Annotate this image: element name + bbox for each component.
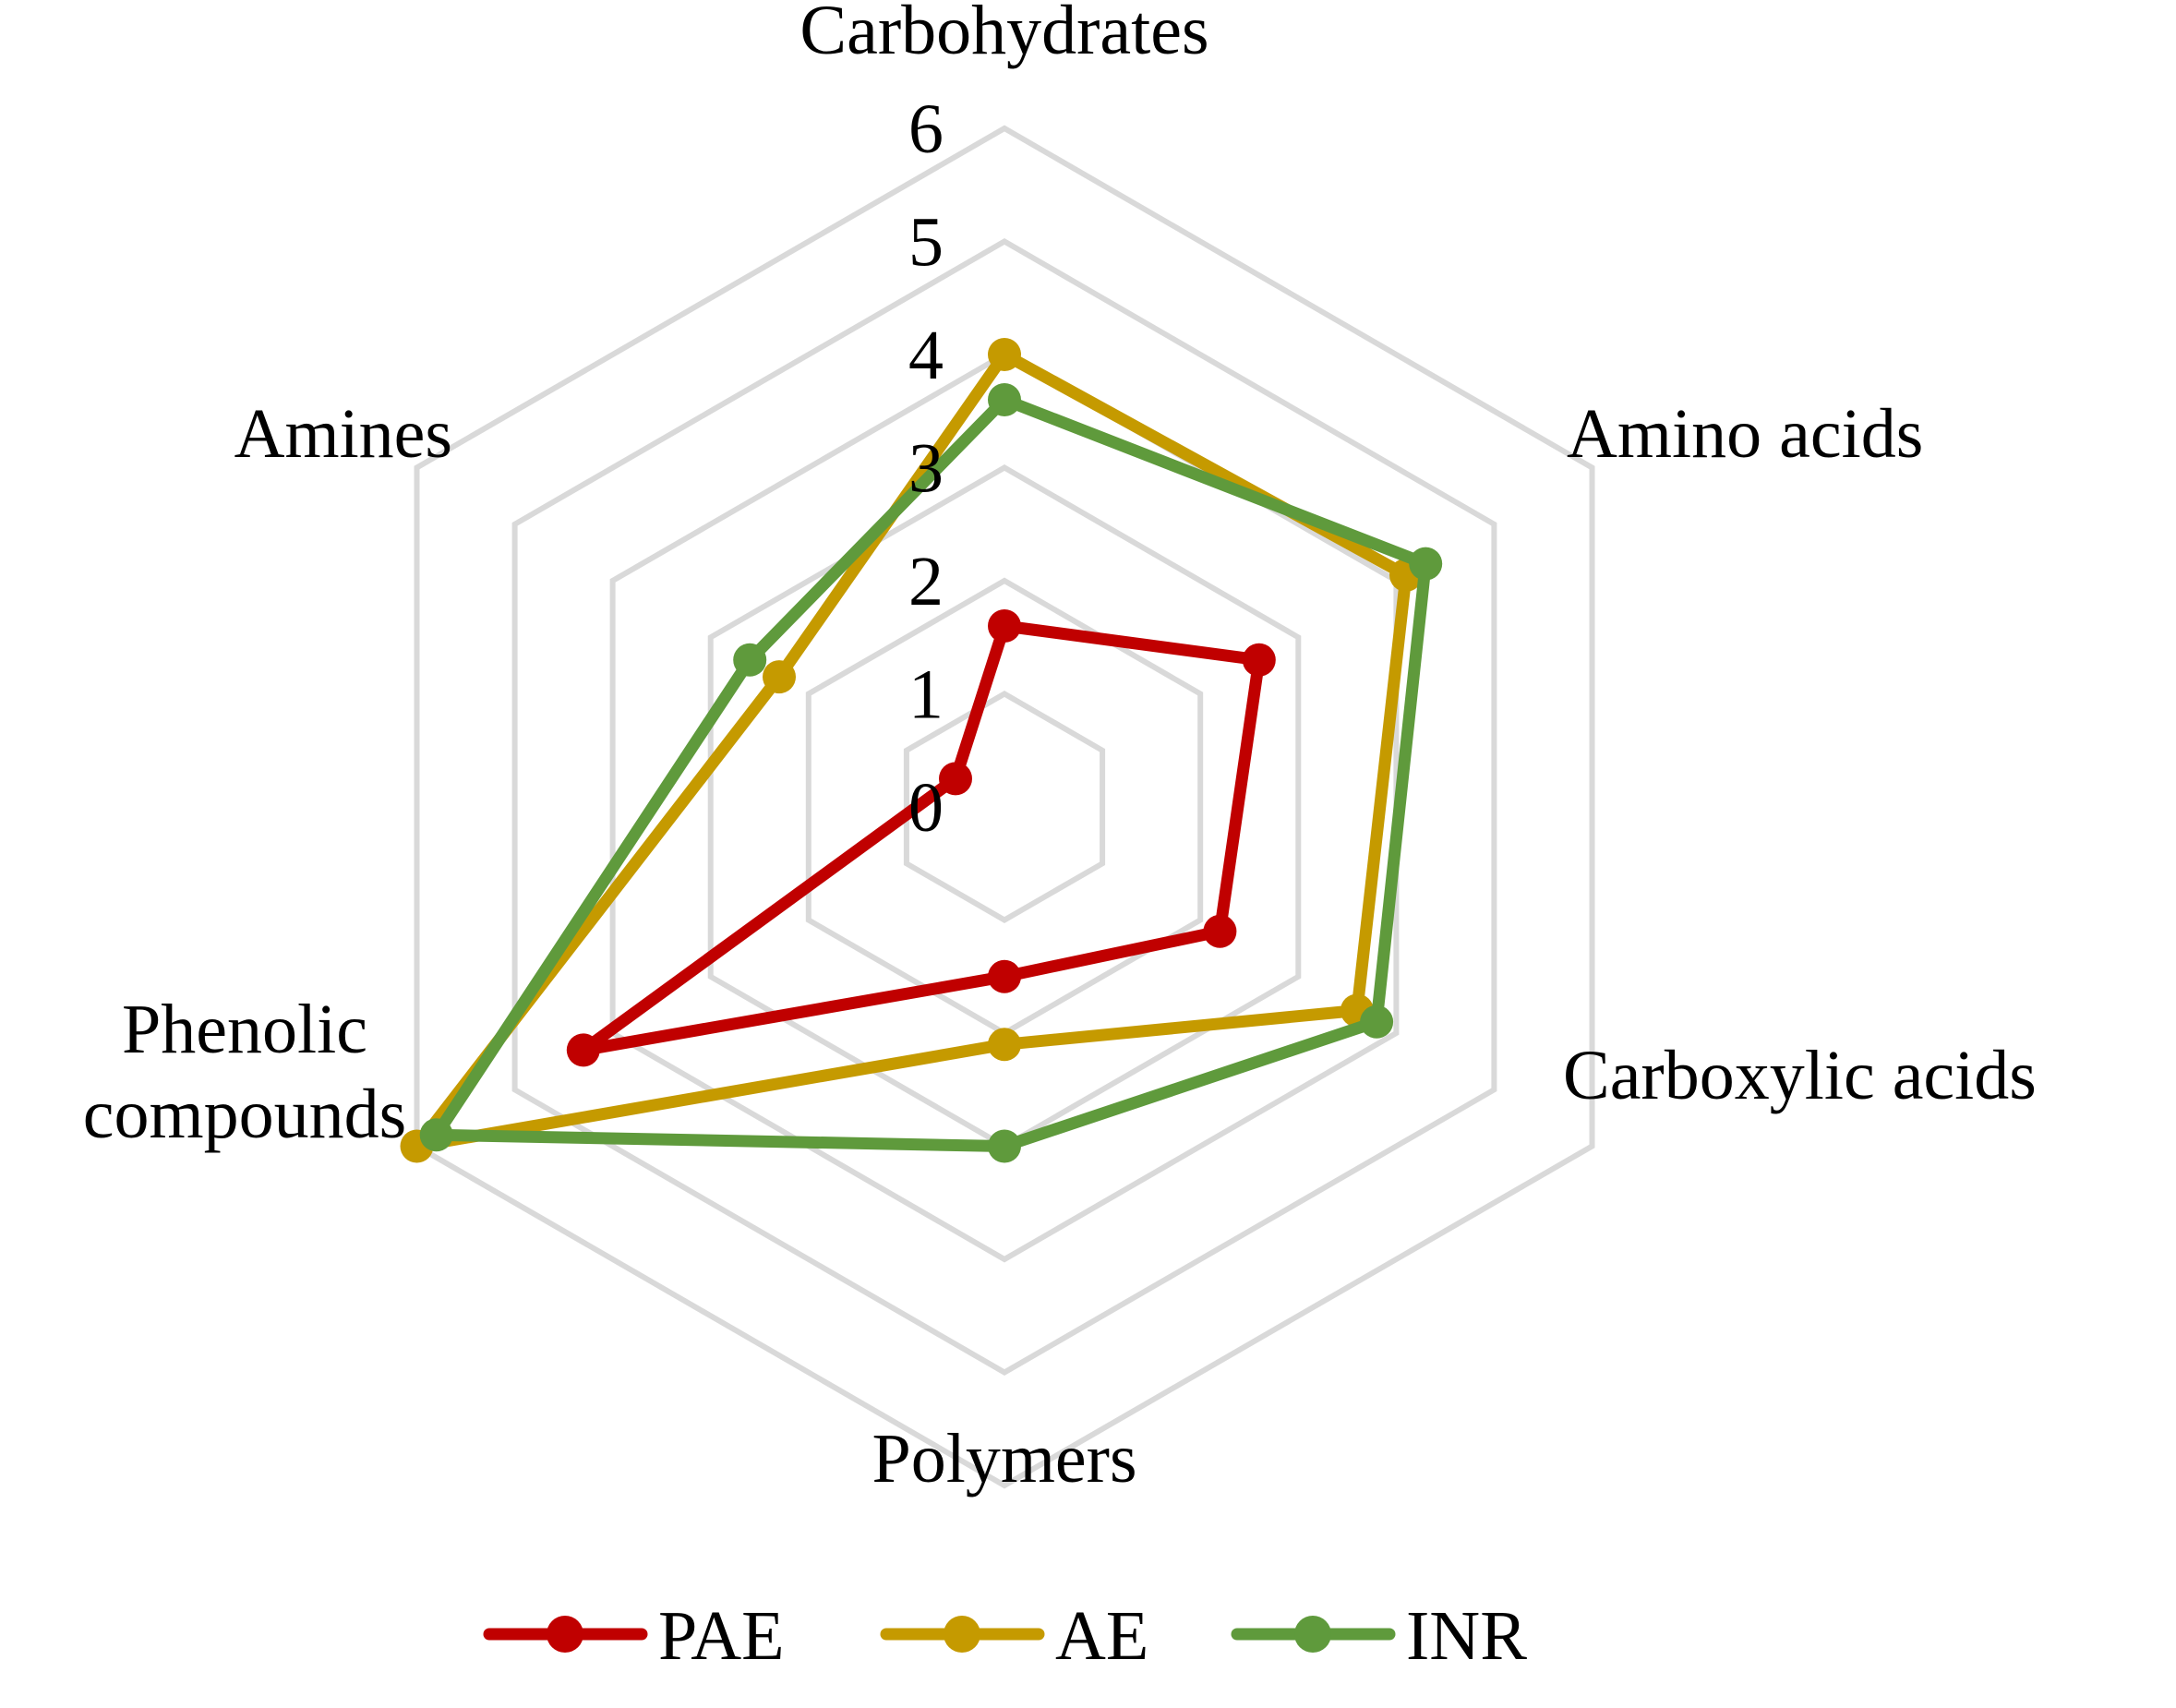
marker-inr-1	[1409, 547, 1443, 581]
category-label: Amino acids	[1567, 395, 1923, 473]
marker-inr-4	[419, 1118, 453, 1152]
legend-label: PAE	[658, 1597, 785, 1675]
tick-label: 1	[908, 656, 944, 734]
marker-pae-4	[566, 1033, 600, 1067]
category-label: Amines	[234, 395, 452, 473]
marker-pae-5	[939, 762, 972, 796]
grid-ring-1	[903, 691, 1106, 923]
category-label: Phenolic compounds	[83, 991, 406, 1153]
series-pae	[566, 609, 1276, 1067]
category-label: Carboxylic acids	[1563, 1037, 2037, 1114]
marker-inr-2	[1360, 1004, 1394, 1039]
legend-item-inr: INR	[1231, 1597, 1527, 1675]
tick-label: 2	[908, 543, 944, 620]
legend-item-pae: PAE	[483, 1597, 785, 1675]
category-label: Polymers	[872, 1420, 1136, 1498]
marker-ae-0	[988, 338, 1021, 371]
legend-label: AE	[1055, 1597, 1148, 1675]
marker-pae-1	[1242, 643, 1276, 677]
grid-ring-6	[414, 125, 1595, 1489]
category-labels: Carbohydrates Amino acids Carboxylic acids…	[83, 0, 2037, 1498]
radar-series	[400, 338, 1443, 1163]
category-label: Carbohydrates	[799, 0, 1208, 69]
legend-item-ae: AE	[880, 1597, 1148, 1675]
tick-label: 0	[908, 769, 944, 847]
radial-tick-labels: 0 1 2 3 4 5 6	[908, 90, 944, 847]
tick-label: 6	[908, 90, 944, 168]
legend-marker	[944, 1616, 980, 1653]
legend-label: INR	[1406, 1597, 1527, 1675]
marker-ae-3	[988, 1028, 1021, 1062]
marker-pae-2	[1203, 914, 1237, 948]
legend-marker	[547, 1616, 583, 1653]
marker-ae-5	[763, 660, 796, 694]
marker-inr-5	[733, 643, 767, 677]
marker-inr-3	[988, 1129, 1021, 1163]
radar-grid	[414, 125, 1595, 1489]
tick-label: 3	[908, 430, 944, 508]
tick-label: 4	[908, 317, 944, 394]
grid-ring-5	[511, 238, 1497, 1376]
legend-marker	[1294, 1616, 1331, 1653]
series-ae	[400, 338, 1423, 1163]
marker-inr-0	[988, 383, 1021, 416]
marker-pae-0	[988, 609, 1021, 643]
marker-pae-3	[988, 959, 1021, 993]
grid-ring-4	[609, 351, 1400, 1263]
tick-label: 5	[908, 204, 944, 282]
legend: PAE AE INR	[483, 1597, 1527, 1675]
series-inr	[419, 383, 1443, 1163]
